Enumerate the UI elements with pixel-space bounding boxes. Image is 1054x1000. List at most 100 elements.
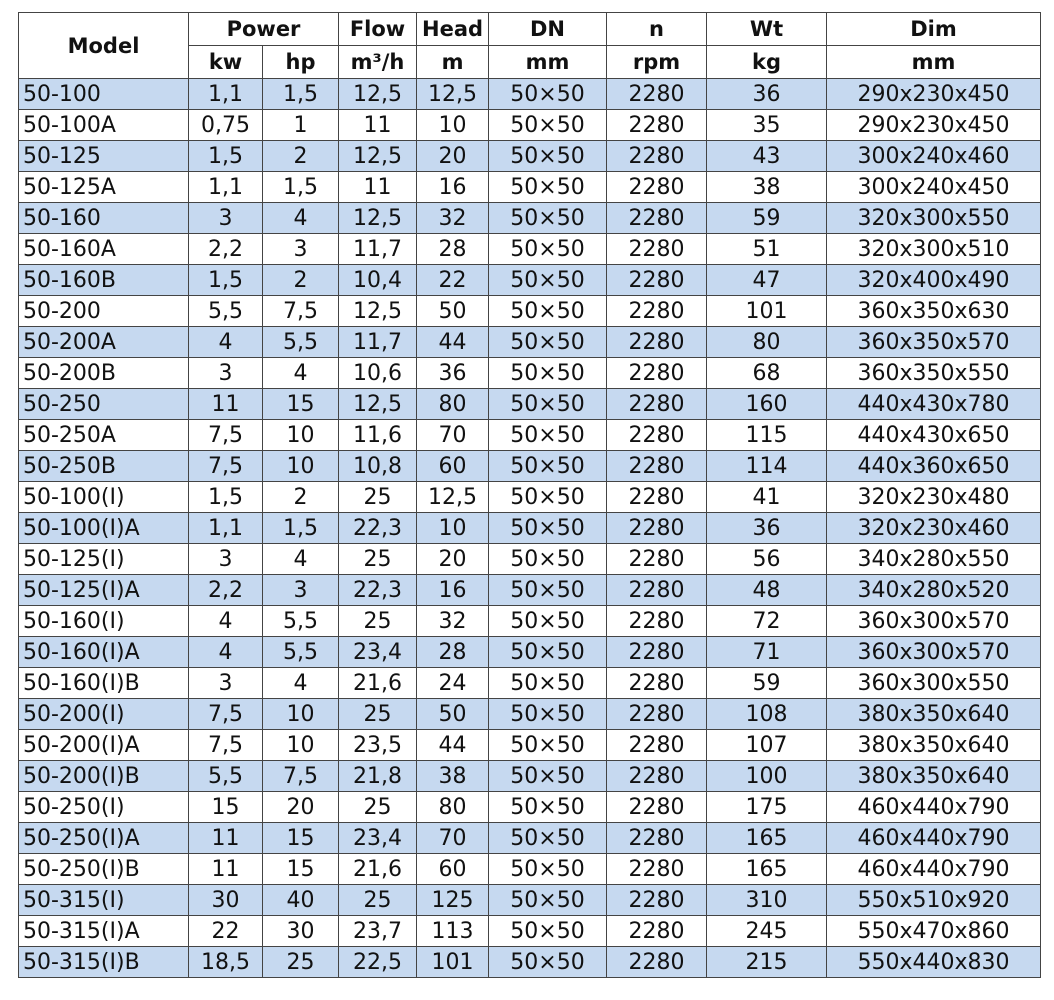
data-cell: 340x280x520 bbox=[826, 574, 1042, 606]
data-cell: 50×50 bbox=[488, 946, 608, 978]
model-cell: 50-125(I) bbox=[18, 543, 189, 575]
data-cell: 50×50 bbox=[488, 295, 608, 327]
data-cell: 290x230x450 bbox=[826, 109, 1042, 141]
data-cell: 50×50 bbox=[488, 791, 608, 823]
data-cell: 48 bbox=[706, 574, 828, 606]
data-cell: 10 bbox=[261, 450, 340, 482]
data-cell: 550x440x830 bbox=[826, 946, 1042, 978]
data-row: 50-125A 1,1 1,5 11 16 50×50 2280 38 300x240x450 bbox=[18, 171, 1042, 203]
data-cell: 43 bbox=[706, 140, 828, 172]
header-cell: Flow bbox=[338, 12, 418, 46]
data-row: 50-160(I)A 4 5,5 23,4 28 50×50 2280 71 360x300x5… bbox=[18, 636, 1042, 668]
data-cell: 11 bbox=[188, 853, 263, 885]
header-cell: Head bbox=[416, 12, 490, 46]
model-cell: 50-315(I)B bbox=[18, 946, 189, 978]
data-cell: 15 bbox=[261, 822, 340, 854]
model-cell: 50-315(I)A bbox=[18, 915, 189, 947]
data-cell: 60 bbox=[416, 853, 490, 885]
data-cell: 360x350x630 bbox=[826, 295, 1042, 327]
unit-cell: mm bbox=[488, 45, 608, 79]
unit-cell: kw bbox=[188, 45, 263, 79]
data-cell: 10 bbox=[261, 419, 340, 451]
data-cell: 113 bbox=[416, 915, 490, 947]
data-cell: 2280 bbox=[606, 915, 708, 947]
data-cell: 50×50 bbox=[488, 202, 608, 234]
data-cell: 5,5 bbox=[188, 295, 263, 327]
data-cell: 7,5 bbox=[188, 419, 263, 451]
model-cell: 50-200A bbox=[18, 326, 189, 358]
data-cell: 3 bbox=[188, 543, 263, 575]
data-cell: 2280 bbox=[606, 574, 708, 606]
data-cell: 460x440x790 bbox=[826, 853, 1042, 885]
data-cell: 2280 bbox=[606, 791, 708, 823]
data-cell: 50×50 bbox=[488, 884, 608, 916]
data-cell: 7,5 bbox=[261, 295, 340, 327]
data-cell: 2280 bbox=[606, 605, 708, 637]
model-cell: 50-100A bbox=[18, 109, 189, 141]
data-cell: 50×50 bbox=[488, 357, 608, 389]
data-cell: 50×50 bbox=[488, 264, 608, 296]
header-cell: Dim bbox=[826, 12, 1042, 46]
data-cell: 4 bbox=[261, 357, 340, 389]
data-cell: 360x350x570 bbox=[826, 326, 1042, 358]
data-cell: 4 bbox=[188, 605, 263, 637]
data-cell: 380x350x640 bbox=[826, 729, 1042, 761]
data-cell: 2280 bbox=[606, 109, 708, 141]
data-cell: 56 bbox=[706, 543, 828, 575]
data-cell: 310 bbox=[706, 884, 828, 916]
data-cell: 300x240x450 bbox=[826, 171, 1042, 203]
model-cell: 50-160(I) bbox=[18, 605, 189, 637]
data-cell: 80 bbox=[416, 388, 490, 420]
data-cell: 1,5 bbox=[188, 264, 263, 296]
unit-cell: rpm bbox=[606, 45, 708, 79]
data-cell: 11 bbox=[338, 171, 418, 203]
model-cell: 50-250A bbox=[18, 419, 189, 451]
data-cell: 12,5 bbox=[338, 388, 418, 420]
data-row: 50-160B 1,5 2 10,4 22 50×50 2280 47 320x400x490 bbox=[18, 264, 1042, 296]
data-cell: 160 bbox=[706, 388, 828, 420]
header-cell: Wt bbox=[706, 12, 828, 46]
data-cell: 4 bbox=[261, 667, 340, 699]
data-cell: 50×50 bbox=[488, 822, 608, 854]
model-cell: 50-200(I)A bbox=[18, 729, 189, 761]
data-cell: 1,1 bbox=[188, 78, 263, 110]
data-cell: 107 bbox=[706, 729, 828, 761]
data-cell: 175 bbox=[706, 791, 828, 823]
data-cell: 12,5 bbox=[416, 481, 490, 513]
data-cell: 50×50 bbox=[488, 667, 608, 699]
data-cell: 51 bbox=[706, 233, 828, 265]
data-cell: 10 bbox=[261, 729, 340, 761]
data-cell: 50×50 bbox=[488, 78, 608, 110]
data-cell: 70 bbox=[416, 822, 490, 854]
model-cell: 50-250(I)B bbox=[18, 853, 189, 885]
data-cell: 380x350x640 bbox=[826, 698, 1042, 730]
data-cell: 125 bbox=[416, 884, 490, 916]
data-cell: 440x360x650 bbox=[826, 450, 1042, 482]
data-cell: 1,1 bbox=[188, 512, 263, 544]
model-cell: 50-200(I) bbox=[18, 698, 189, 730]
model-cell: 50-125(I)A bbox=[18, 574, 189, 606]
data-cell: 5,5 bbox=[261, 636, 340, 668]
data-cell: 12,5 bbox=[338, 295, 418, 327]
data-cell: 2280 bbox=[606, 543, 708, 575]
model-cell: 50-315(I) bbox=[18, 884, 189, 916]
data-cell: 320x230x460 bbox=[826, 512, 1042, 544]
data-row: 50-200(I) 7,5 10 25 50 50×50 2280 108 380x350x64… bbox=[18, 698, 1042, 730]
data-row: 50-160 3 4 12,5 32 50×50 2280 59 320x300x550 bbox=[18, 202, 1042, 234]
data-cell: 50×50 bbox=[488, 140, 608, 172]
data-cell: 59 bbox=[706, 667, 828, 699]
table-body: 50-100 1,1 1,5 12,5 12,5 50×50 2280 36 290x230x4… bbox=[18, 78, 1042, 978]
data-cell: 360x300x550 bbox=[826, 667, 1042, 699]
data-row: 50-250(I)A 11 15 23,4 70 50×50 2280 165 460x440x… bbox=[18, 822, 1042, 854]
data-cell: 20 bbox=[416, 140, 490, 172]
data-cell: 7,5 bbox=[188, 698, 263, 730]
data-cell: 2280 bbox=[606, 171, 708, 203]
header-row: Model Power Flow Head DN n Wt Dim bbox=[18, 12, 1042, 79]
data-cell: 59 bbox=[706, 202, 828, 234]
data-cell: 23,5 bbox=[338, 729, 418, 761]
data-cell: 22,3 bbox=[338, 574, 418, 606]
data-cell: 21,8 bbox=[338, 760, 418, 792]
data-cell: 36 bbox=[416, 357, 490, 389]
model-cell: 50-160B bbox=[18, 264, 189, 296]
data-cell: 50×50 bbox=[488, 760, 608, 792]
